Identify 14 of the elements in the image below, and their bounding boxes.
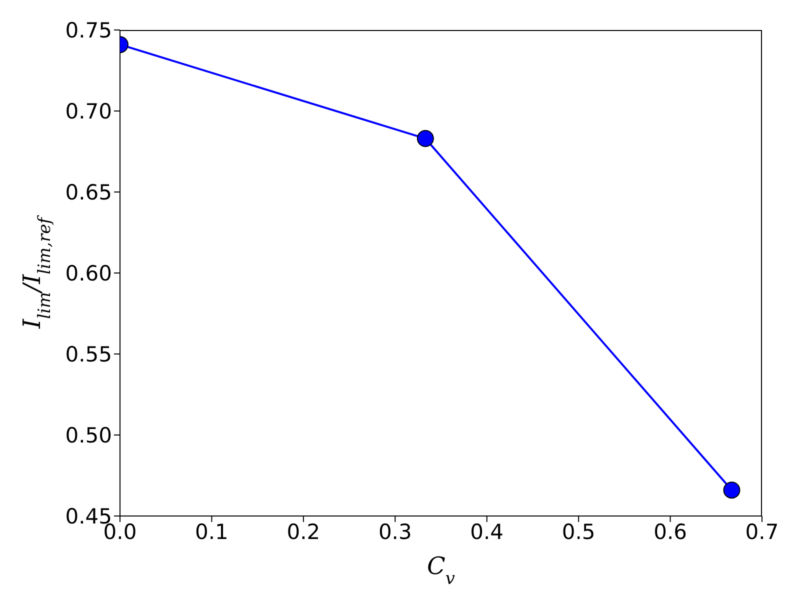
x-tick-label: 0.3 <box>378 520 412 544</box>
x-axis-title: C$_{v}$ <box>427 552 456 589</box>
x-tick-label: 0.1 <box>195 520 228 544</box>
y-tick-label: 0.75 <box>65 18 112 42</box>
x-tick-label: 0.7 <box>745 520 779 544</box>
y-tick-label: 0.70 <box>65 99 112 124</box>
x-tick-label: 0.2 <box>286 520 320 544</box>
y-tick-label: 0.60 <box>65 261 112 286</box>
y-tick-label: 0.65 <box>65 180 112 204</box>
y-tick-label: 0.55 <box>65 342 112 366</box>
x-tick-label: 0.4 <box>470 520 504 544</box>
x-tick-label: 0.5 <box>562 520 596 544</box>
y-tick-label: 0.50 <box>65 423 112 448</box>
x-tick-label: 0.6 <box>654 520 687 544</box>
